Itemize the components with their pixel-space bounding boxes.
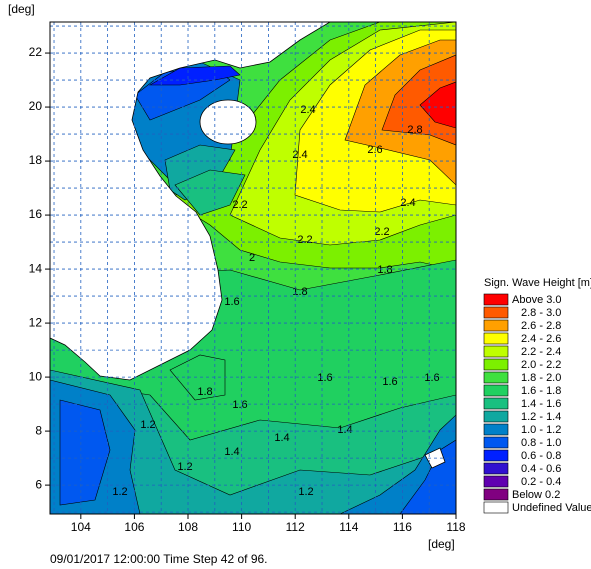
contour-label: 1.6 [424, 372, 439, 384]
contour-label: 1.4 [337, 424, 352, 436]
legend-label: 2.0 - 2.2 [521, 359, 561, 371]
legend-swatch [483, 319, 509, 332]
wave-field [50, 22, 456, 514]
y-tick-label: 12 [29, 315, 43, 329]
contour-label: 2.2 [297, 234, 312, 246]
legend-swatch [483, 306, 509, 319]
legend-swatch [483, 462, 509, 475]
contour-band [59, 399, 111, 506]
contour-band [419, 81, 456, 129]
contour-label: 2.4 [300, 104, 315, 116]
x-tick-label: 112 [286, 520, 305, 534]
contour-label: 1.4 [274, 432, 289, 444]
contour-label: 2.2 [374, 226, 389, 238]
legend-label: 0.8 - 1.0 [521, 437, 561, 449]
legend-label: 2.2 - 2.4 [521, 346, 561, 358]
contour-label: 1.2 [112, 486, 127, 498]
contour-label: 1.6 [382, 376, 397, 388]
y-tick-label: 22 [29, 45, 43, 59]
contour-label: 2.4 [400, 197, 415, 209]
legend-swatch [483, 397, 509, 410]
contour-label: 1.4 [224, 446, 239, 458]
y-tick-label: 14 [29, 261, 43, 275]
legend-label: Below 0.2 [512, 489, 560, 501]
legend-label: 1.0 - 1.2 [521, 424, 561, 436]
contour-band [169, 354, 226, 401]
legend-swatch [483, 423, 509, 436]
legend-label: 1.6 - 1.8 [521, 385, 561, 397]
legend-label: 2.8 - 3.0 [521, 307, 561, 319]
contour-label: 2.6 [367, 144, 382, 156]
legend-swatch [483, 332, 509, 345]
legend-label: 0.2 - 0.4 [521, 476, 561, 488]
contour-label: 2.4 [292, 149, 307, 161]
x-tick-label: 110 [232, 520, 251, 534]
legend-label: 2.6 - 2.8 [521, 320, 561, 332]
contour-label: 1.8 [292, 286, 307, 298]
y-tick-label: 16 [29, 207, 43, 221]
contour-band [174, 169, 246, 216]
legend-label: 1.4 - 1.6 [521, 398, 561, 410]
contour-label: 2.2 [232, 199, 247, 211]
legend-swatch [483, 410, 509, 423]
land [50, 22, 331, 381]
legend-swatch [483, 449, 509, 462]
legend-swatch [483, 488, 509, 501]
contour-label: 1.6 [224, 296, 239, 308]
contour-label: 1.6 [232, 399, 247, 411]
y-tick-label: 6 [35, 477, 42, 491]
contour-label: 1.8 [197, 386, 212, 398]
legend-swatch [483, 345, 509, 358]
y-tick-label: 18 [29, 153, 43, 167]
contour-label: 1.2 [177, 461, 192, 473]
contour-label: 2 [249, 252, 255, 264]
y-axis-label: [deg] [8, 2, 35, 16]
x-tick-label: 106 [124, 520, 144, 534]
legend-swatch [483, 384, 509, 397]
legend-label: 1.2 - 1.4 [521, 411, 561, 423]
legend-swatch [483, 501, 509, 514]
contour-label: 1.8 [377, 264, 392, 276]
contour-label: 2.8 [407, 124, 422, 136]
legend-label: 0.4 - 0.6 [521, 463, 561, 475]
x-axis-label: [deg] [428, 537, 455, 551]
legend-label: 0.6 - 0.8 [521, 450, 561, 462]
legend-label: Above 3.0 [512, 294, 562, 306]
legend-swatch [483, 371, 509, 384]
x-tick-label: 104 [71, 520, 91, 534]
legend-swatch [483, 293, 509, 306]
x-tick-label: 116 [393, 520, 412, 534]
legend-swatch [483, 436, 509, 449]
contour-label: 1.2 [140, 419, 155, 431]
legend-label: 1.8 - 2.0 [521, 372, 561, 384]
contour-label: 1.6 [317, 372, 332, 384]
y-tick-label: 10 [29, 369, 43, 383]
plot-frame [49, 21, 457, 515]
y-tick-label: 20 [29, 99, 43, 113]
legend-swatch [483, 475, 509, 488]
legend-label: Undefined Value [512, 502, 591, 514]
contour-band [50, 369, 456, 514]
y-tick-label: 8 [35, 423, 42, 437]
contour-label: 1.2 [298, 486, 313, 498]
x-tick-label: 114 [339, 520, 358, 534]
legend-title: Sign. Wave Height [m] [484, 277, 591, 289]
legend-label: 2.4 - 2.6 [521, 333, 561, 345]
x-tick-label: 118 [446, 520, 465, 534]
x-tick-label: 108 [178, 520, 198, 534]
legend-swatch [483, 358, 509, 371]
footer: 09/01/2017 12:00:00 Time Step 42 of 96. [50, 552, 268, 566]
land [199, 99, 257, 145]
